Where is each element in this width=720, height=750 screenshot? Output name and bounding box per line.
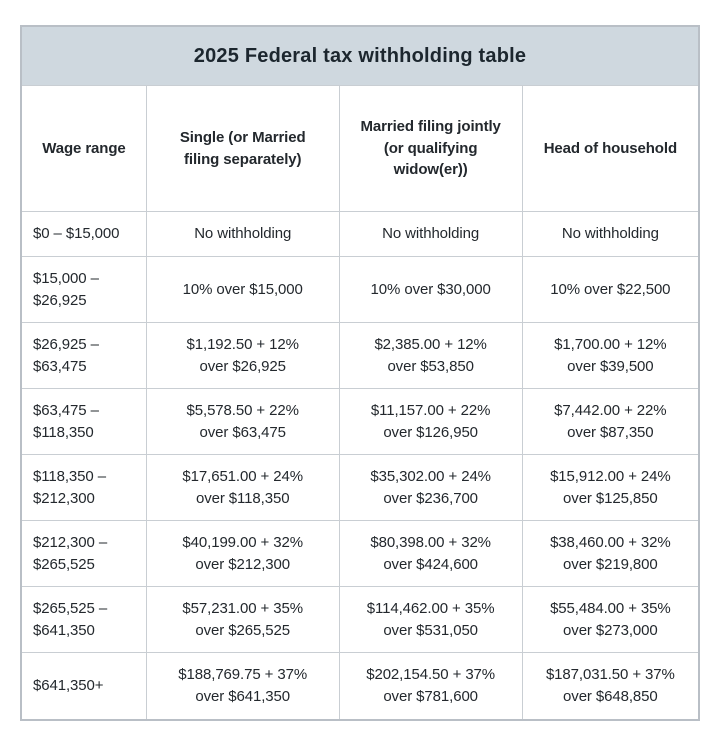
single-cell: $57,231.00 + 35% over $265,525 — [145, 586, 340, 653]
table-row: $265,525 – $641,350 $57,231.00 + 35% ove… — [22, 586, 698, 653]
married-jointly-cell: $35,302.00 + 24% over $236,700 — [338, 454, 523, 521]
head-of-household-cell: 10% over $22,500 — [521, 256, 698, 323]
head-of-household-cell: $55,484.00 + 35% over $273,000 — [521, 586, 698, 653]
married-jointly-cell: $202,154.50 + 37% over $781,600 — [338, 652, 523, 719]
married-jointly-cell: 10% over $30,000 — [338, 256, 523, 323]
table-row: $118,350 – $212,300 $17,651.00 + 24% ove… — [22, 454, 698, 521]
withholding-table: Wage range Single (or Married filing sep… — [22, 85, 698, 719]
head-of-household-cell: $38,460.00 + 32% over $219,800 — [521, 520, 698, 587]
table-row: $15,000 – $26,925 10% over $15,000 10% o… — [22, 256, 698, 323]
head-of-household-cell: $187,031.50 + 37% over $648,850 — [521, 652, 698, 719]
single-cell: $188,769.75 + 37% over $641,350 — [145, 652, 340, 719]
table-row: $641,350+ $188,769.75 + 37% over $641,35… — [22, 652, 698, 719]
head-of-household-cell: $1,700.00 + 12% over $39,500 — [521, 322, 698, 389]
table-body: $0 – $15,000 No withholding No withholdi… — [22, 211, 698, 719]
wage-range-cell: $63,475 – $118,350 — [22, 388, 147, 455]
table-title-band: 2025 Federal tax withholding table — [22, 27, 698, 85]
header-row: Wage range Single (or Married filing sep… — [22, 85, 698, 212]
table-row: $0 – $15,000 No withholding No withholdi… — [22, 211, 698, 257]
header-married-jointly: Married filing jointly (or qualifying wi… — [338, 85, 523, 212]
wage-range-cell: $0 – $15,000 — [22, 211, 147, 257]
table-row: $63,475 – $118,350 $5,578.50 + 22% over … — [22, 388, 698, 455]
head-of-household-cell: $7,442.00 + 22% over $87,350 — [521, 388, 698, 455]
wage-range-cell: $212,300 – $265,525 — [22, 520, 147, 587]
wage-range-cell: $641,350+ — [22, 652, 147, 719]
single-cell: $5,578.50 + 22% over $63,475 — [145, 388, 340, 455]
single-cell: 10% over $15,000 — [145, 256, 340, 323]
head-of-household-cell: No withholding — [521, 211, 698, 257]
wage-range-cell: $118,350 – $212,300 — [22, 454, 147, 521]
single-cell: No withholding — [145, 211, 340, 257]
married-jointly-cell: $80,398.00 + 32% over $424,600 — [338, 520, 523, 587]
wage-range-cell: $15,000 – $26,925 — [22, 256, 147, 323]
married-jointly-cell: $11,157.00 + 22% over $126,950 — [338, 388, 523, 455]
single-cell: $17,651.00 + 24% over $118,350 — [145, 454, 340, 521]
head-of-household-cell: $15,912.00 + 24% over $125,850 — [521, 454, 698, 521]
single-cell: $1,192.50 + 12% over $26,925 — [145, 322, 340, 389]
married-jointly-cell: $2,385.00 + 12% over $53,850 — [338, 322, 523, 389]
tax-table-card: 2025 Federal tax withholding table Wage … — [20, 25, 700, 721]
wage-range-cell: $26,925 – $63,475 — [22, 322, 147, 389]
header-wage-range: Wage range — [22, 85, 147, 212]
header-single: Single (or Married filing separately) — [145, 85, 340, 212]
table-row: $212,300 – $265,525 $40,199.00 + 32% ove… — [22, 520, 698, 587]
married-jointly-cell: $114,462.00 + 35% over $531,050 — [338, 586, 523, 653]
page-title: 2025 Federal tax withholding table — [193, 44, 527, 67]
married-jointly-cell: No withholding — [338, 211, 523, 257]
header-head-of-household: Head of household — [521, 85, 698, 212]
table-row: $26,925 – $63,475 $1,192.50 + 12% over $… — [22, 322, 698, 389]
single-cell: $40,199.00 + 32% over $212,300 — [145, 520, 340, 587]
table-header: Wage range Single (or Married filing sep… — [22, 85, 698, 212]
wage-range-cell: $265,525 – $641,350 — [22, 586, 147, 653]
